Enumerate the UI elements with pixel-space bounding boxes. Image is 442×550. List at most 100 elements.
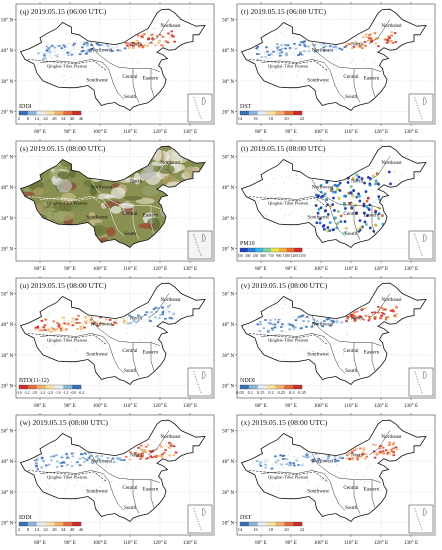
index-cell [273,323,277,326]
stipple-dot [346,332,347,334]
region-label: Northeast [160,23,181,29]
index-cell [129,451,132,454]
index-cell [111,46,115,49]
index-cell [128,316,132,319]
index-cell [78,464,82,467]
nine-dash-segment [197,246,200,249]
colorbar-swatch [248,111,258,115]
index-cell [322,457,325,460]
stipple-dot [397,311,399,312]
stipple-dot [389,42,391,44]
stipple-dot [71,322,72,324]
index-cell [153,455,157,458]
pm10-station [331,228,335,232]
truecolor-blob [140,183,158,198]
index-cell [356,457,359,459]
index-cell [90,47,93,50]
pm10-station [339,220,343,223]
truecolor-blob [165,149,174,164]
nine-dash-segment [417,381,420,383]
colorbar-swatch [255,248,264,252]
nine-dash-segment [419,112,422,114]
lon-label: 80° E [255,265,267,272]
index-cell [382,313,386,316]
stipple-dot [69,43,70,45]
index-cell [376,37,380,40]
stipple-dot [137,59,138,61]
lat-label: 20° N [1,520,14,527]
index-cell [74,318,78,321]
stipple-dot [114,333,115,334]
truecolor-blob [157,164,175,174]
stipple-dot [71,76,72,78]
lon-label: 80° E [34,539,46,546]
lat-label: 30° N [1,352,14,359]
index-cell [379,317,383,320]
index-cell [379,450,383,453]
colorbar-tick: 1050 [283,254,290,258]
index-cell [35,462,38,464]
stipple-dot [387,297,388,299]
stipple-dot [280,208,281,210]
stipple-dot [104,477,106,479]
stipple-dot [136,457,138,458]
stipple-dot [57,475,58,477]
stipple-dot [347,334,349,335]
nine-dash-segment [195,104,198,107]
nine-dash-segment [193,510,196,512]
stipple-dot [333,65,335,67]
colorbar-swatch [257,385,267,389]
stipple-dot [332,487,334,489]
colorbar-tick: 14 [238,116,243,121]
index-cell [351,314,355,317]
index-cell [130,320,133,323]
stipple-dot [281,313,282,315]
region-label: South [124,368,137,374]
region-boundary [371,68,376,97]
stipple-dot [313,201,315,203]
index-cell [333,322,337,324]
index-cell [348,457,352,460]
index-cell [264,463,267,466]
colorbar-tick: 28 [52,116,57,121]
nine-dash-segment [197,383,200,386]
stipple-dot [140,309,142,311]
index-cell [141,34,145,37]
index-cell [372,443,375,446]
index-cell [130,316,134,319]
index-cell [146,44,149,47]
index-cell [311,315,315,318]
colorbar-tick: 750 [268,254,274,258]
region-label: Northeast [160,160,181,166]
index-cell [266,330,270,333]
colorbar-swatch [247,248,256,252]
lat-label: 40° N [1,47,14,54]
stipple-dot [367,314,369,316]
colorbar-tick: -0.8 [70,391,76,395]
stipple-dot [355,210,357,212]
index-cell [60,454,64,457]
stipple-dot [42,322,44,324]
index-cell [377,305,380,308]
index-cell [96,455,99,457]
index-cell [159,313,162,316]
region-label: Eastern [143,75,159,81]
stipple-dot [335,67,337,69]
index-cell [60,47,64,50]
index-cell [364,453,368,456]
stipple-dot [312,460,313,462]
index-cell [63,322,66,325]
pm10-station [316,211,320,215]
region-label: Southwest [86,215,108,221]
index-cell [288,323,292,326]
pm10-station [349,191,353,194]
stipple-dot [68,320,70,322]
lon-label: 110° E [123,265,137,272]
index-cell [301,459,305,462]
nine-dash-segment [198,249,201,251]
nine-dash-segment [192,96,195,99]
index-cell [70,43,73,46]
index-cell [321,43,325,46]
index-cell [147,312,151,315]
lat-label: 50° N [222,16,235,23]
